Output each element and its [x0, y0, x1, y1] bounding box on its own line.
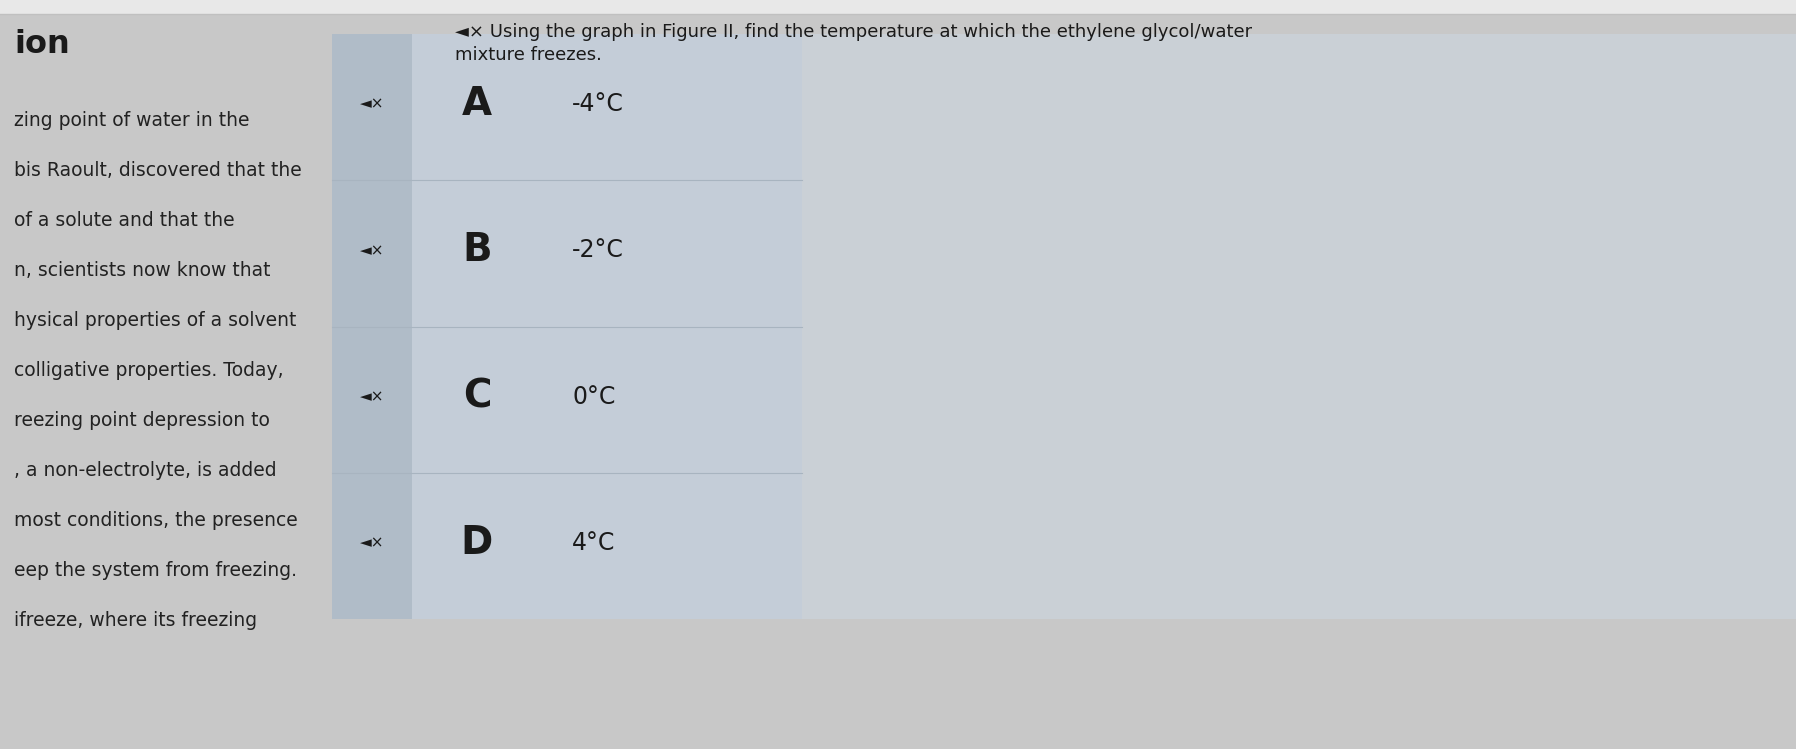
Text: ◄×: ◄× — [359, 536, 384, 551]
Text: n, scientists now know that: n, scientists now know that — [14, 261, 271, 280]
Text: mixture freezes.: mixture freezes. — [454, 46, 602, 64]
FancyBboxPatch shape — [803, 34, 1796, 619]
Text: most conditions, the presence: most conditions, the presence — [14, 511, 298, 530]
Text: colligative properties. Today,: colligative properties. Today, — [14, 361, 284, 380]
Text: A: A — [462, 85, 492, 123]
Text: hysical properties of a solvent: hysical properties of a solvent — [14, 311, 296, 330]
Text: ◄×: ◄× — [359, 389, 384, 404]
Text: ◄× Using the graph in Figure II, find the temperature at which the ethylene glyc: ◄× Using the graph in Figure II, find th… — [454, 23, 1252, 41]
Text: ◄×: ◄× — [359, 243, 384, 258]
Text: -4°C: -4°C — [571, 92, 623, 116]
Text: 0°C: 0°C — [571, 385, 616, 409]
Text: of a solute and that the: of a solute and that the — [14, 211, 235, 230]
Text: bis Raoult, discovered that the: bis Raoult, discovered that the — [14, 161, 302, 180]
Text: B: B — [462, 231, 492, 270]
Text: eep the system from freezing.: eep the system from freezing. — [14, 561, 296, 580]
FancyBboxPatch shape — [0, 0, 1796, 14]
Text: , a non-electrolyte, is added: , a non-electrolyte, is added — [14, 461, 277, 480]
Text: reezing point depression to: reezing point depression to — [14, 411, 269, 430]
FancyBboxPatch shape — [332, 34, 411, 619]
FancyBboxPatch shape — [332, 34, 803, 619]
Text: ◄×: ◄× — [359, 97, 384, 112]
Text: 4°C: 4°C — [571, 531, 616, 555]
Text: ion: ion — [14, 29, 70, 60]
Text: C: C — [463, 377, 492, 416]
Text: zing point of water in the: zing point of water in the — [14, 111, 250, 130]
Text: ifreeze, where its freezing: ifreeze, where its freezing — [14, 611, 257, 630]
Text: -2°C: -2°C — [571, 238, 623, 262]
Text: D: D — [462, 524, 494, 562]
